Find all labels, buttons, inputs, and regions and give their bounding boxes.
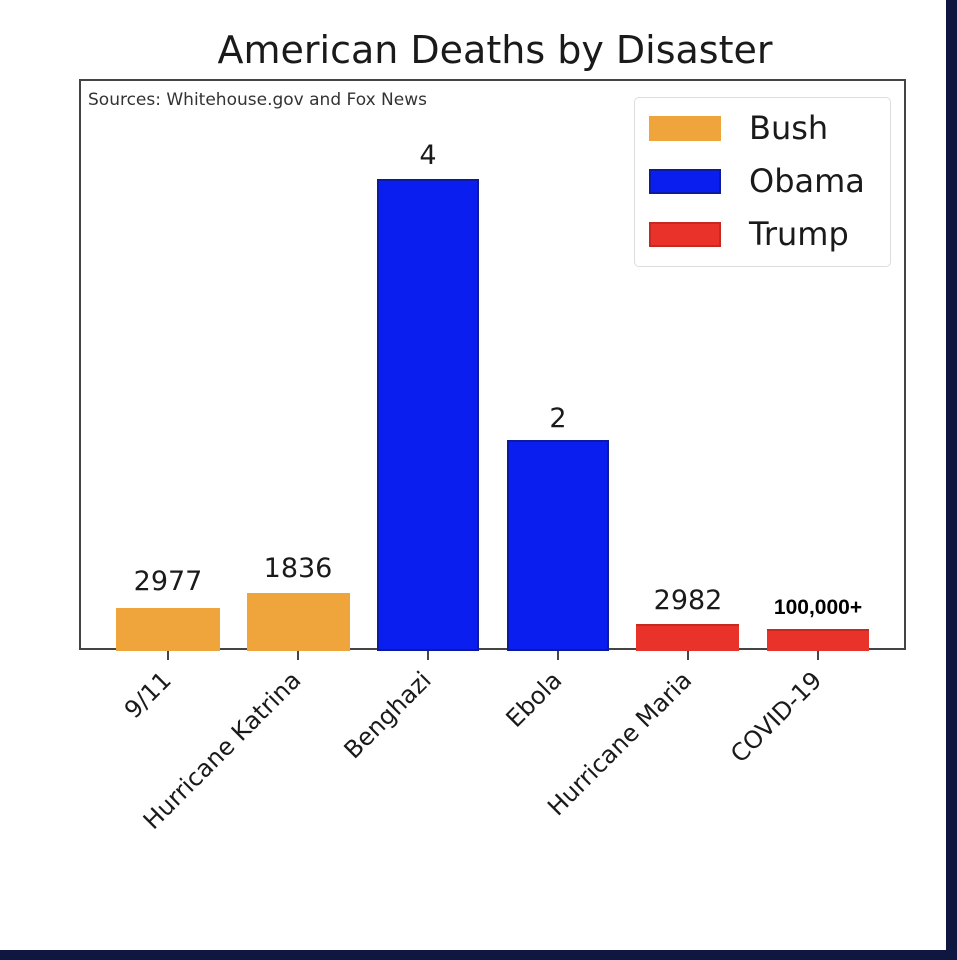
x-tick bbox=[427, 651, 429, 660]
value-label: 2982 bbox=[653, 585, 723, 616]
x-label: Hurricane Maria bbox=[541, 666, 697, 822]
x-label: Ebola bbox=[500, 666, 567, 733]
value-label: 100,000+ bbox=[773, 596, 863, 619]
x-label: 9/11 bbox=[118, 666, 177, 725]
legend-label: Obama bbox=[749, 162, 865, 200]
bar-911 bbox=[116, 608, 220, 651]
chart-card: American Deaths by Disaster Sources: Whi… bbox=[0, 0, 946, 950]
legend-label: Trump bbox=[749, 215, 849, 253]
legend-item-obama: Obama bbox=[649, 161, 865, 201]
legend-item-trump: Trump bbox=[649, 214, 849, 254]
x-tick bbox=[687, 651, 689, 660]
x-tick bbox=[557, 651, 559, 660]
value-label: 4 bbox=[419, 140, 437, 171]
legend-swatch-bush bbox=[649, 115, 721, 141]
value-label: 1836 bbox=[263, 553, 333, 584]
value-label: 2977 bbox=[133, 566, 203, 597]
bar-hurricane-maria bbox=[636, 624, 739, 651]
chart-title: American Deaths by Disaster bbox=[217, 28, 773, 72]
x-tick bbox=[167, 651, 169, 660]
x-label: COVID-19 bbox=[724, 666, 827, 769]
bar-ebola bbox=[507, 440, 609, 651]
legend-item-bush: Bush bbox=[649, 108, 828, 148]
x-tick bbox=[817, 651, 819, 660]
bar-hurricane-katrina bbox=[247, 593, 350, 651]
legend-swatch-obama bbox=[649, 168, 721, 194]
sources-note: Sources: Whitehouse.gov and Fox News bbox=[88, 90, 427, 110]
bar-covid-19 bbox=[767, 629, 869, 651]
legend-label: Bush bbox=[749, 109, 829, 147]
legend: Bush Obama Trump bbox=[634, 97, 891, 267]
bar-benghazi bbox=[377, 179, 479, 651]
legend-swatch-trump bbox=[649, 221, 721, 247]
value-label: 2 bbox=[549, 403, 567, 434]
x-tick bbox=[297, 651, 299, 660]
x-label: Benghazi bbox=[338, 666, 437, 765]
